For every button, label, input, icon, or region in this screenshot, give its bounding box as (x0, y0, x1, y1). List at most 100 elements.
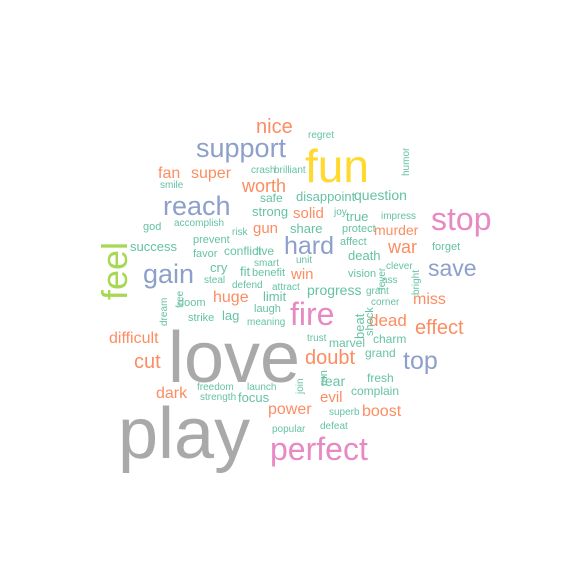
word-gain: gain (143, 259, 195, 289)
word-clever: clever (386, 261, 413, 272)
word-bright: bright (411, 269, 422, 295)
word-risk: risk (232, 227, 248, 238)
word-super: super (191, 165, 232, 182)
word-attract: attract (272, 282, 300, 293)
word-run: run (318, 370, 330, 386)
word-progress: progress (307, 282, 362, 298)
word-conflict: conflict (224, 244, 262, 258)
word-trust: trust (307, 333, 327, 344)
word-worth: worth (242, 176, 287, 196)
word-dream: dream (159, 297, 170, 326)
word-smart: smart (254, 258, 279, 269)
word-regret: regret (308, 130, 335, 141)
word-perfect: perfect (270, 431, 368, 467)
word-meaning: meaning (247, 317, 286, 328)
word-charm: charm (373, 332, 407, 346)
word-benefit: benefit (252, 267, 286, 279)
word-fit: fit (240, 264, 251, 279)
word-save: save (428, 255, 477, 281)
word-grand: grand (365, 346, 396, 360)
word-humor: humor (401, 147, 412, 176)
word-strong: strong (252, 204, 289, 219)
word-safe: safe (260, 191, 283, 205)
word-boost: boost (362, 403, 402, 420)
word-defeat: defeat (320, 421, 348, 432)
word-joy: joy (334, 207, 347, 218)
word-brilliant: brilliant (274, 165, 306, 176)
word-power: power (268, 401, 312, 418)
word-fan: fan (158, 165, 181, 182)
word-question: question (354, 187, 407, 203)
word-doubt: doubt (305, 347, 356, 369)
word-impress: impress (381, 211, 417, 222)
word-support: support (196, 133, 287, 163)
word-favor: favor (193, 248, 218, 260)
word-ass: ass (382, 275, 398, 286)
word-hard: hard (284, 232, 335, 260)
word-fresh: fresh (367, 371, 394, 385)
word-complain: complain (351, 384, 400, 398)
word-solid: solid (293, 205, 324, 222)
word-reach: reach (163, 191, 231, 221)
word-live: live (256, 244, 275, 258)
word-superb: superb (329, 407, 360, 418)
word-strike: strike (188, 312, 215, 324)
word-share: share (290, 221, 323, 236)
word-win: win (291, 266, 314, 283)
word-feel: feel (94, 241, 135, 300)
word-dead: dead (369, 311, 407, 330)
word-popular: popular (272, 424, 306, 435)
word-war: war (388, 237, 418, 257)
word-fever: fever (377, 267, 388, 290)
word-vision: vision (348, 268, 377, 280)
word-accomplish: accomplish (174, 218, 225, 229)
word-true: true (346, 209, 369, 224)
word-freedom: freedom (197, 382, 234, 393)
word-cry: cry (210, 260, 228, 275)
word-marvel: marvel (329, 336, 366, 350)
word-success: success (130, 239, 177, 254)
word-strength: strength (200, 392, 237, 403)
word-play: play (118, 394, 251, 474)
word-corner: corner (371, 297, 400, 308)
word-launch: launch (247, 382, 277, 393)
word-love: love (168, 318, 301, 398)
word-steal: steal (204, 275, 226, 286)
word-miss: miss (413, 291, 446, 308)
word-fun: fun (305, 140, 369, 192)
word-shock: shock (364, 307, 376, 336)
word-defend: defend (232, 280, 263, 291)
word-disappoint: disappoint (296, 189, 356, 204)
word-cut: cut (134, 351, 161, 373)
word-crash: crash (251, 165, 276, 176)
word-laugh: laugh (254, 303, 281, 315)
word-huge: huge (213, 289, 249, 306)
word-stop: stop (431, 201, 492, 237)
word-fear: fear (321, 373, 346, 389)
word-fire: fire (290, 296, 335, 332)
word-prevent: prevent (193, 234, 230, 246)
word-death: death (348, 248, 381, 263)
word-evil: evil (320, 389, 343, 406)
word-join: join (295, 378, 306, 394)
word-free: free (175, 290, 186, 308)
word-unit: unit (296, 255, 313, 266)
word-gun: gun (253, 220, 279, 237)
word-limit: limit (263, 289, 287, 304)
word-protect: protect (342, 223, 376, 235)
word-god: god (143, 221, 162, 233)
word-dark: dark (156, 385, 188, 402)
word-top: top (403, 347, 438, 375)
word-smile: smile (160, 180, 184, 191)
word-focus: focus (238, 390, 270, 405)
word-grant: grant (366, 286, 389, 297)
word-difficult: difficult (109, 330, 159, 347)
word-effect: effect (415, 317, 464, 339)
word-forget: forget (432, 241, 461, 253)
word-doom: doom (178, 297, 206, 309)
word-nice: nice (256, 116, 293, 138)
word-murder: murder (374, 222, 419, 238)
word-lag: lag (222, 308, 240, 323)
word-affect: affect (340, 236, 367, 248)
